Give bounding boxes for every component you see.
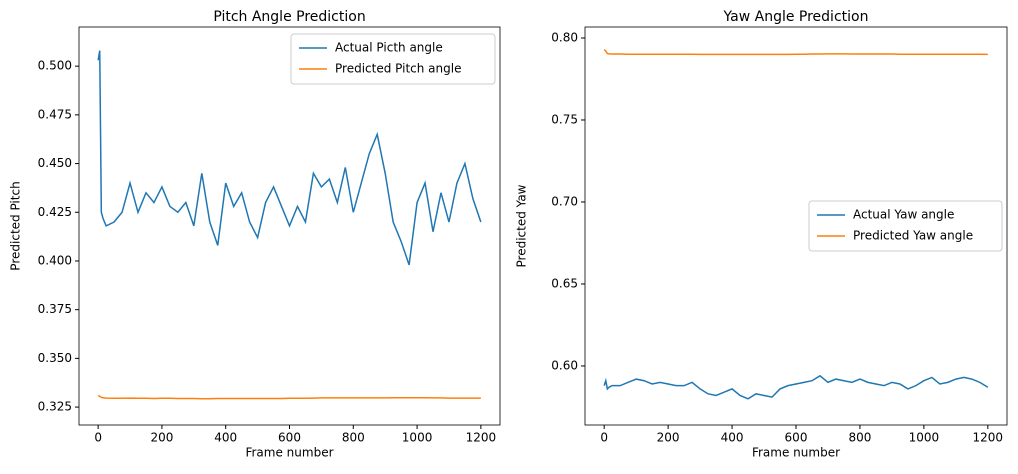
- x-axis-label: Frame number: [245, 446, 333, 460]
- legend-label: Actual Picth angle: [335, 41, 443, 55]
- legend-box: [808, 200, 1003, 252]
- legend-box: [290, 33, 496, 85]
- y-axis-label: Predicted Pitch: [9, 181, 23, 270]
- x-tick-label: 600: [278, 431, 301, 445]
- legend-label: Actual Yaw angle: [853, 208, 954, 222]
- chart-title: Yaw Angle Prediction: [723, 9, 869, 25]
- y-tick-label: 0.375: [38, 302, 72, 316]
- y-tick-label: 0.425: [38, 205, 72, 219]
- x-tick-label: 1000: [402, 431, 433, 445]
- chart-title: Pitch Angle Prediction: [213, 9, 365, 25]
- x-tick-label: 800: [848, 431, 871, 445]
- y-tick-label: 0.325: [38, 400, 72, 414]
- x-tick-label: 1200: [973, 431, 1004, 445]
- x-tick-label: 0: [94, 431, 102, 445]
- x-axis-label: Frame number: [752, 446, 840, 460]
- x-tick-label: 800: [342, 431, 365, 445]
- data-line: [97, 394, 481, 400]
- x-tick-label: 400: [214, 431, 237, 445]
- x-tick-label: 200: [150, 431, 173, 445]
- x-tick-label: 1000: [909, 431, 940, 445]
- y-tick-label: 0.450: [38, 156, 72, 170]
- y-tick-label: 0.500: [38, 59, 72, 73]
- data-line: [603, 374, 989, 400]
- data-line: [603, 48, 988, 56]
- y-tick-label: 0.400: [38, 253, 72, 267]
- x-tick-label: 600: [785, 431, 808, 445]
- y-tick-label: 0.80: [551, 30, 578, 44]
- y-tick-label: 0.65: [551, 276, 578, 290]
- legend: Actual Yaw angle Predicted Yaw angle: [808, 200, 1003, 252]
- x-tick-label: 400: [721, 431, 744, 445]
- legend: Actual Picth angle Predicted Pitch angle: [290, 33, 496, 85]
- y-tick-label: 0.75: [551, 112, 578, 126]
- legend-label: Predicted Yaw angle: [853, 229, 973, 243]
- x-tick-label: 200: [657, 431, 680, 445]
- x-tick-label: 0: [600, 431, 608, 445]
- legend-label: Predicted Pitch angle: [335, 62, 461, 76]
- y-tick-label: 0.475: [38, 107, 72, 121]
- y-tick-label: 0.60: [551, 358, 578, 372]
- y-axis-label: Predicted Yaw: [515, 184, 529, 267]
- y-tick-label: 0.350: [38, 351, 72, 365]
- data-line: [97, 50, 482, 266]
- y-tick-label: 0.70: [551, 194, 578, 208]
- x-tick-label: 1200: [466, 431, 497, 445]
